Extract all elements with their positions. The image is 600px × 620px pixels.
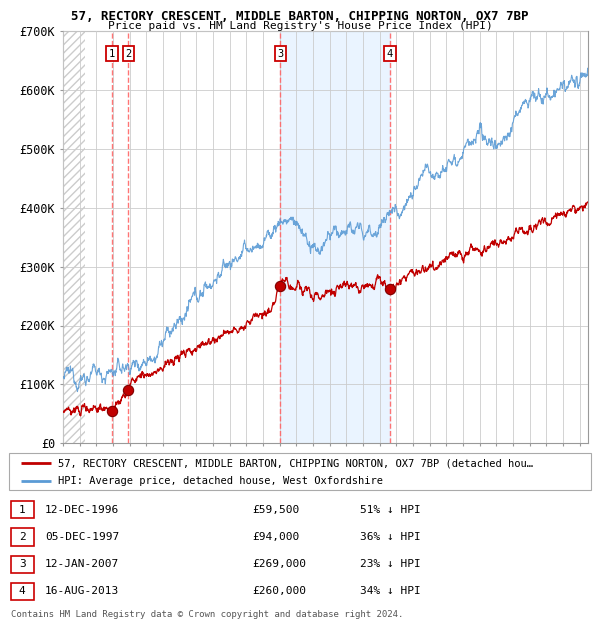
Text: £94,000: £94,000: [252, 532, 299, 542]
Text: 36% ↓ HPI: 36% ↓ HPI: [360, 532, 421, 542]
Text: 4: 4: [387, 49, 393, 59]
Text: 34% ↓ HPI: 34% ↓ HPI: [360, 587, 421, 596]
Point: [275, 281, 285, 291]
Point: [124, 385, 133, 395]
Text: 4: 4: [19, 587, 26, 596]
Bar: [280, 31, 390, 443]
Text: £260,000: £260,000: [252, 587, 306, 596]
Text: HPI: Average price, detached house, West Oxfordshire: HPI: Average price, detached house, West…: [58, 476, 383, 485]
Text: 1: 1: [19, 505, 26, 515]
Text: £59,500: £59,500: [252, 505, 299, 515]
Text: 12-DEC-1996: 12-DEC-1996: [45, 505, 119, 515]
Text: 3: 3: [19, 559, 26, 569]
Text: 51% ↓ HPI: 51% ↓ HPI: [360, 505, 421, 515]
Text: £269,000: £269,000: [252, 559, 306, 569]
Text: 2: 2: [19, 532, 26, 542]
Text: 57, RECTORY CRESCENT, MIDDLE BARTON, CHIPPING NORTON, OX7 7BP (detached hou…: 57, RECTORY CRESCENT, MIDDLE BARTON, CHI…: [58, 458, 533, 468]
Text: Price paid vs. HM Land Registry's House Price Index (HPI): Price paid vs. HM Land Registry's House …: [107, 21, 493, 31]
Text: 3: 3: [277, 49, 283, 59]
Text: 05-DEC-1997: 05-DEC-1997: [45, 532, 119, 542]
Text: 1: 1: [109, 49, 115, 59]
Text: Contains HM Land Registry data © Crown copyright and database right 2024.
This d: Contains HM Land Registry data © Crown c…: [11, 610, 403, 620]
Point: [107, 405, 117, 415]
Text: 2: 2: [125, 49, 131, 59]
Text: 12-JAN-2007: 12-JAN-2007: [45, 559, 119, 569]
Text: 57, RECTORY CRESCENT, MIDDLE BARTON, CHIPPING NORTON, OX7 7BP: 57, RECTORY CRESCENT, MIDDLE BARTON, CHI…: [71, 10, 529, 23]
Text: 16-AUG-2013: 16-AUG-2013: [45, 587, 119, 596]
Point: [385, 285, 395, 294]
Text: 23% ↓ HPI: 23% ↓ HPI: [360, 559, 421, 569]
